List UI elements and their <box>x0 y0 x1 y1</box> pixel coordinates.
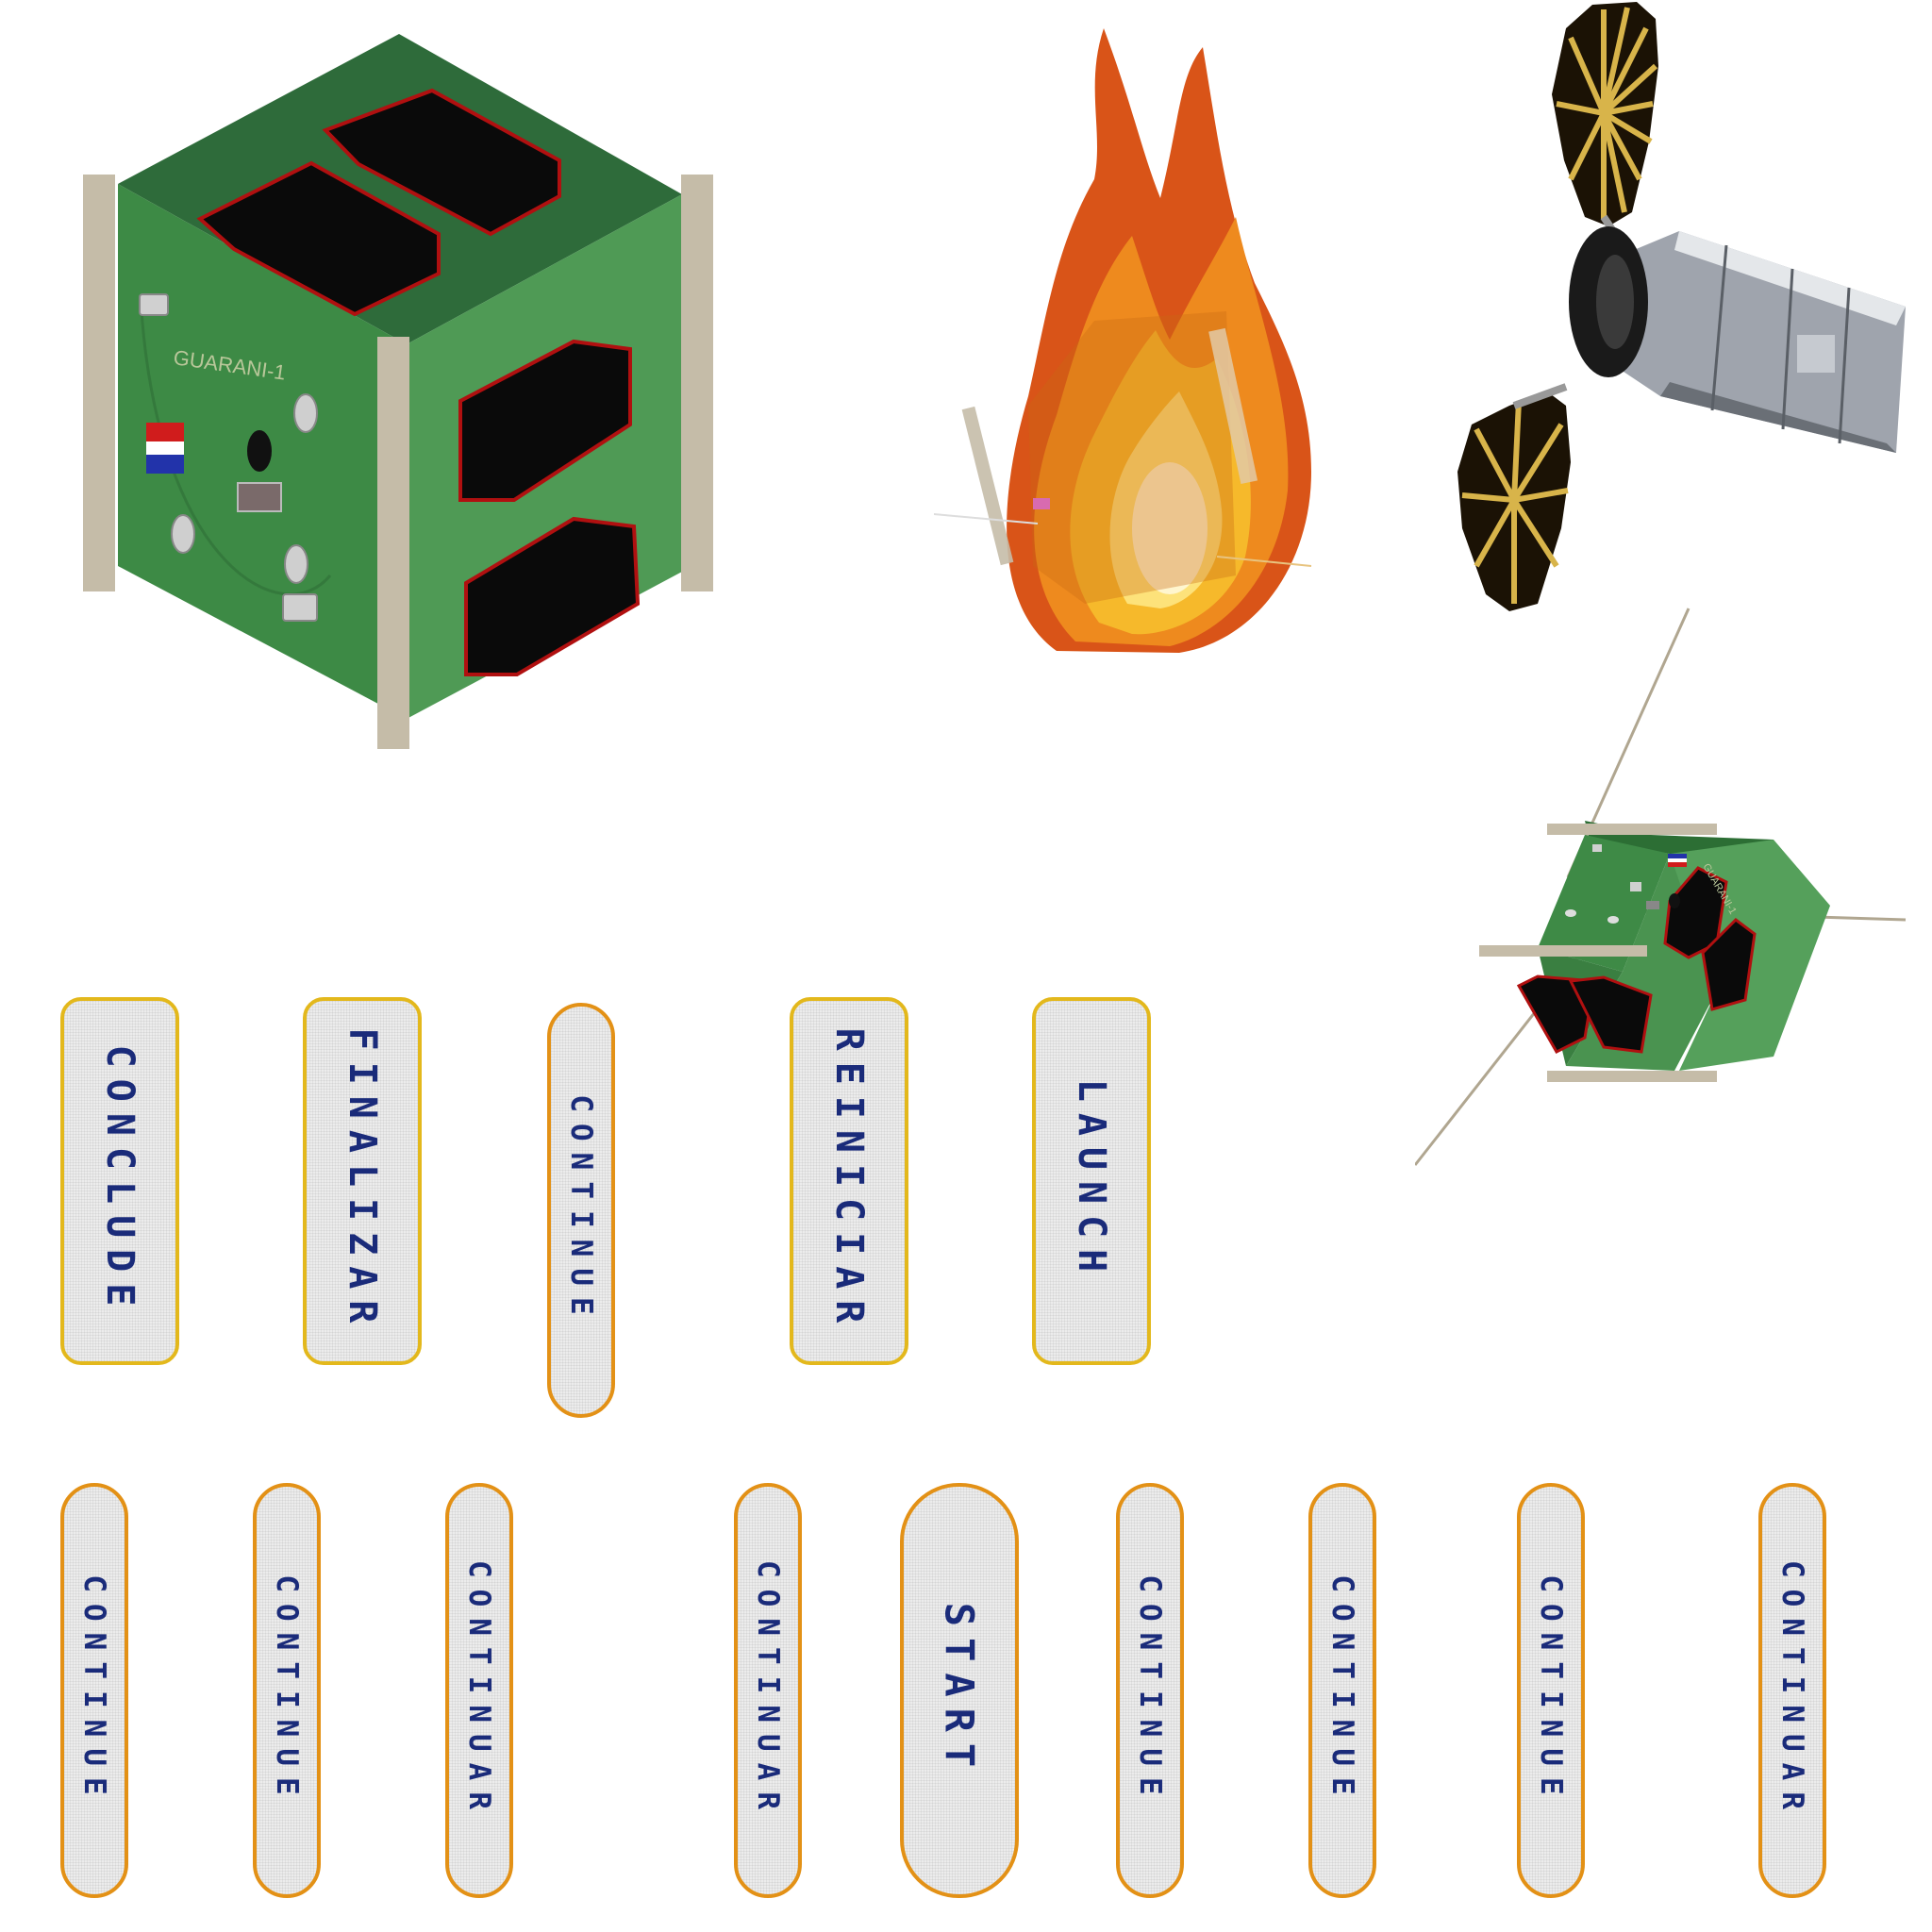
cubesat-burning <box>934 17 1340 663</box>
continue-button[interactable]: CONTINUE <box>60 1483 128 1898</box>
continue-button[interactable]: CONTINUE <box>1308 1483 1376 1898</box>
cargo-spacecraft-icon <box>1457 2 1906 611</box>
conclude-button[interactable]: CONCLUDE <box>60 997 179 1365</box>
button-label: CONCLUDE <box>98 1044 142 1318</box>
button-label: REINICIAR <box>827 1027 871 1335</box>
button-label: CONTINUAR <box>462 1560 496 1821</box>
continuar-button[interactable]: CONTINUAR <box>445 1483 513 1898</box>
cubesat-small: GUARANI-1 <box>1415 604 1924 1170</box>
cubesat-icon: GUARANI-1 <box>83 34 713 749</box>
cubesat-large: GUARANI-1 <box>83 34 717 751</box>
cargo-spacecraft <box>1453 0 1915 613</box>
continuar-button[interactable]: CONTINUAR <box>734 1483 802 1898</box>
finalizar-button[interactable]: FINALIZAR <box>303 997 422 1365</box>
start-button[interactable]: START <box>900 1483 1019 1898</box>
button-label: CONTINUAR <box>1775 1560 1809 1821</box>
burning-cubesat-icon <box>934 28 1312 653</box>
continue-button[interactable]: CONTINUE <box>547 1003 615 1418</box>
continue-button[interactable]: CONTINUE <box>253 1483 321 1898</box>
button-label: LAUNCH <box>1070 1078 1113 1284</box>
continue-button[interactable]: CONTINUE <box>1517 1483 1585 1898</box>
button-label: CONTINUE <box>270 1574 304 1807</box>
button-label: CONTINUE <box>1325 1574 1359 1807</box>
button-label: START <box>936 1602 983 1779</box>
reiniciar-button[interactable]: REINICIAR <box>790 997 908 1365</box>
launch-button[interactable]: LAUNCH <box>1032 997 1151 1365</box>
button-label: CONTINUE <box>564 1094 598 1326</box>
continue-button[interactable]: CONTINUE <box>1116 1483 1184 1898</box>
button-label: CONTINUE <box>1133 1574 1167 1807</box>
continuar-button[interactable]: CONTINUAR <box>1758 1483 1826 1898</box>
button-label: CONTINUE <box>77 1574 111 1807</box>
button-label: FINALIZAR <box>341 1027 384 1335</box>
button-label: CONTINUE <box>1534 1574 1568 1807</box>
button-label: CONTINUAR <box>751 1560 785 1821</box>
cubesat-with-antennas-icon: GUARANI-1 <box>1415 608 1907 1166</box>
